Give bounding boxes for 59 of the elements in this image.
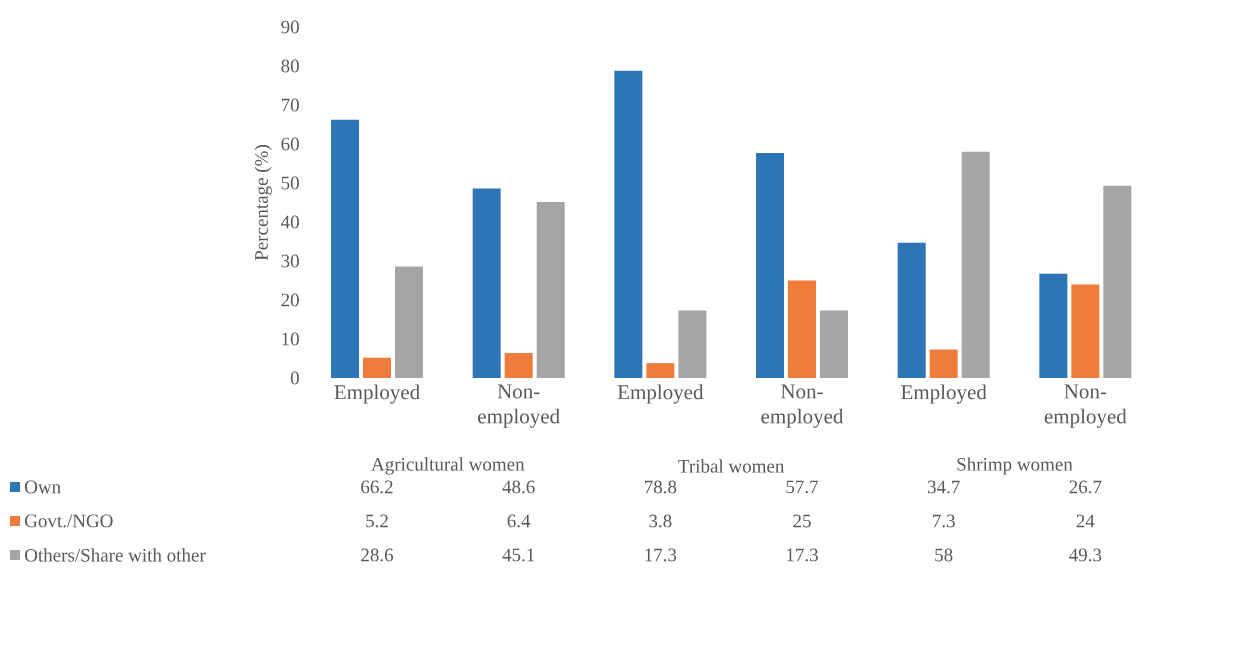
- bar: [395, 266, 423, 378]
- bar: [929, 349, 958, 378]
- y-tick-label: 30: [281, 254, 299, 268]
- data-label: 26.7: [1069, 480, 1102, 494]
- data-label: 45.1: [502, 548, 535, 562]
- data-label: 28.6: [361, 548, 394, 562]
- x-tick-label: Non-employed: [478, 384, 560, 428]
- x-tick-label: Employed: [901, 384, 987, 404]
- bar: [820, 310, 849, 378]
- data-label: 17.3: [645, 548, 677, 562]
- y-tick-label: 0: [290, 371, 299, 385]
- bar: [788, 280, 817, 378]
- data-label: 57.7: [786, 480, 819, 494]
- y-tick-label: 40: [281, 215, 299, 229]
- legend-label: Govt./NGO: [24, 514, 113, 528]
- data-label: 25: [793, 514, 811, 528]
- y-tick-label: 60: [281, 137, 299, 151]
- legend-label: Others/Share with other: [24, 548, 206, 562]
- data-label: 24: [1076, 514, 1095, 528]
- bar: [331, 119, 359, 378]
- data-label: 17.3: [787, 548, 818, 562]
- data-label: 48.6: [502, 480, 535, 494]
- bar: [363, 357, 391, 378]
- bar: [961, 151, 990, 378]
- bar: [536, 202, 565, 378]
- y-tick-label: 10: [282, 332, 299, 346]
- data-label: 5.2: [366, 514, 388, 528]
- data-label: 78.8: [644, 480, 677, 494]
- y-tick-label: 70: [281, 98, 299, 112]
- bar: [614, 70, 643, 378]
- bar: [756, 152, 785, 378]
- text: Shrimp women: [957, 457, 1073, 475]
- y-tick-label: 80: [281, 59, 299, 73]
- y-tick-label: 50: [281, 176, 299, 190]
- text: Agricultural women: [371, 457, 525, 475]
- bar: [646, 363, 675, 378]
- data-label: 58: [935, 548, 953, 562]
- x-tick-label: Employed: [334, 384, 420, 404]
- data-label: 7.3: [933, 514, 955, 528]
- x-tick-label: Non-employed: [1044, 384, 1127, 428]
- x-tick-label: Non-employed: [761, 384, 844, 428]
- bar: [678, 310, 707, 378]
- y-tick-label: 90: [281, 20, 299, 34]
- legend-label: Own: [24, 480, 61, 494]
- data-label: 6.4: [507, 514, 531, 528]
- bar: [1039, 273, 1068, 378]
- bar: [472, 188, 501, 378]
- bar: [1103, 185, 1132, 378]
- text: Tribal women: [678, 459, 785, 473]
- data-label: 34.7: [927, 480, 960, 494]
- data-label: 66.2: [361, 480, 393, 494]
- bar: [897, 242, 926, 378]
- x-tick-label: Employed: [617, 384, 704, 404]
- bar: [504, 353, 533, 378]
- y-tick-label: 20: [281, 293, 299, 307]
- data-label: 49.3: [1069, 548, 1102, 562]
- y-axis-title: Percentage (%): [254, 145, 272, 261]
- data-label: 3.8: [649, 514, 672, 528]
- bar: [1071, 284, 1100, 378]
